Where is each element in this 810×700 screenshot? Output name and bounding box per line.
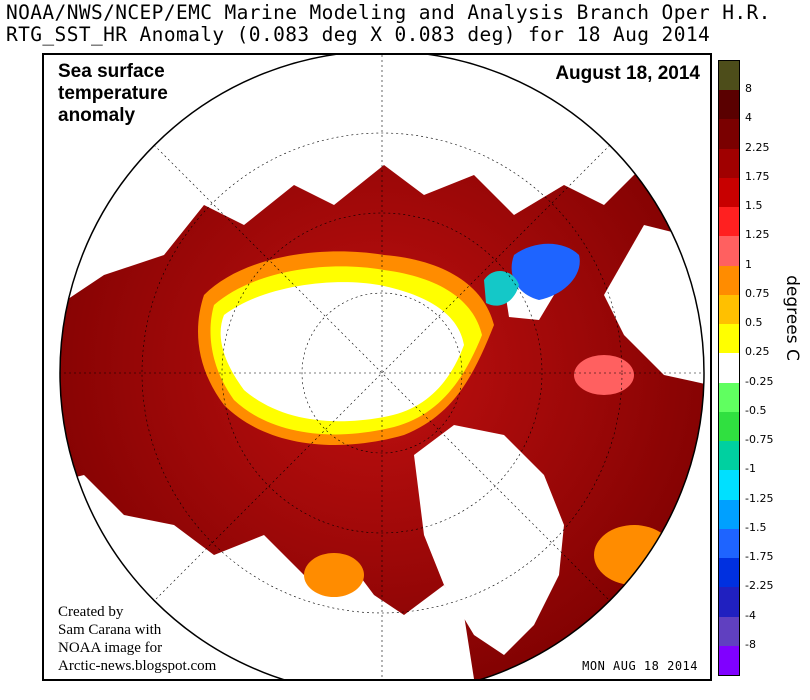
colorbar-tick-label: -1.5	[745, 520, 767, 534]
colorbar-tick-label: 4	[745, 111, 752, 125]
credit-line: Arctic-news.blogspot.com	[58, 658, 217, 674]
title-line-2: RTG_SST_HR Anomaly (0.083 deg X 0.083 de…	[6, 23, 711, 46]
colorbar-swatch	[719, 207, 739, 237]
colorbar-swatch	[719, 616, 739, 647]
colorbar-swatch	[719, 441, 739, 471]
colorbar-swatch	[719, 148, 739, 179]
heading-line: anomaly	[58, 105, 136, 126]
colorbar-tick-label: -1.25	[745, 491, 774, 505]
colorbar-swatch	[719, 587, 739, 618]
landmass-scandinavia	[604, 225, 704, 385]
colorbar	[718, 60, 740, 676]
warm-anomaly-hudson	[304, 553, 364, 597]
colorbar-tick-label: 1.5	[745, 199, 763, 213]
colorbar-swatch	[719, 61, 739, 91]
landmass-greenland	[414, 425, 564, 655]
graticule	[60, 55, 704, 679]
date-label: August 18, 2014	[555, 63, 700, 84]
colorbar-swatch	[719, 119, 739, 150]
map-boundary	[59, 55, 705, 679]
sst-anomaly-map: Sea surface temperature anomaly August 1…	[42, 53, 712, 681]
colorbar-swatch	[719, 294, 739, 325]
colorbar-swatch	[719, 265, 739, 296]
credit-line: Created by	[58, 604, 124, 620]
colorbar-tick-label: -8	[745, 637, 756, 651]
landmass-eurasia	[60, 55, 704, 315]
colorbar-tick-label: 1.75	[745, 169, 770, 183]
colorbar-swatch	[719, 470, 739, 501]
colorbar-tick-label: -4	[745, 608, 756, 622]
title-line-1: NOAA/NWS/NCEP/EMC Marine Modeling and An…	[6, 1, 771, 24]
colorbar-tick-label: 1	[745, 257, 752, 271]
colorbar-tick-label: 2.25	[745, 140, 770, 154]
warm-anomaly-norwegian-sea	[574, 355, 634, 395]
map-canvas	[59, 55, 705, 679]
central-sea-ice	[220, 282, 464, 422]
colorbar-swatch	[719, 411, 739, 442]
colorbar-swatch	[719, 177, 739, 208]
colorbar-swatch	[719, 558, 739, 588]
colorbar-unit-label: degrees C	[782, 275, 802, 361]
colorbar-tick-label: 0.5	[745, 316, 763, 330]
credit-line: Sam Carana with	[58, 622, 162, 638]
colorbar-swatch	[719, 499, 739, 530]
cold-anomaly-blue	[511, 243, 580, 300]
colorbar-tick-label: -1	[745, 462, 756, 476]
warm-anomaly-atlantic	[594, 525, 674, 585]
colorbar-tick-label: -0.5	[745, 403, 767, 417]
colorbar-tick-label: -0.25	[745, 374, 774, 388]
credit-text: Created by Sam Carana with NOAA image fo…	[58, 603, 216, 675]
colorbar-swatch	[719, 645, 739, 676]
colorbar-swatch	[719, 353, 739, 384]
colorbar-swatch	[719, 324, 739, 354]
colorbar-tick-label: -1.75	[745, 550, 774, 564]
heading-line: Sea surface	[58, 61, 165, 82]
colorbar-swatch	[719, 382, 739, 413]
colorbar-swatch	[719, 236, 739, 267]
colorbar-tick-label: 0.75	[745, 286, 770, 300]
colorbar-swatch	[719, 528, 739, 559]
credit-line: NOAA image for	[58, 640, 163, 656]
colorbar-tick-label: 0.25	[745, 345, 770, 359]
date-stamp: MON AUG 18 2014	[582, 659, 698, 673]
colorbar-tick-label: 8	[745, 82, 752, 96]
colorbar-tick-label: -0.75	[745, 433, 774, 447]
colorbar-swatch	[719, 90, 739, 120]
map-heading: Sea surface temperature anomaly	[58, 61, 168, 127]
colorbar-tick-label: 1.25	[745, 228, 770, 242]
heading-line: temperature	[58, 83, 168, 104]
cold-anomaly-cyan	[484, 270, 519, 306]
colorbar-tick-label: -2.25	[745, 579, 774, 593]
